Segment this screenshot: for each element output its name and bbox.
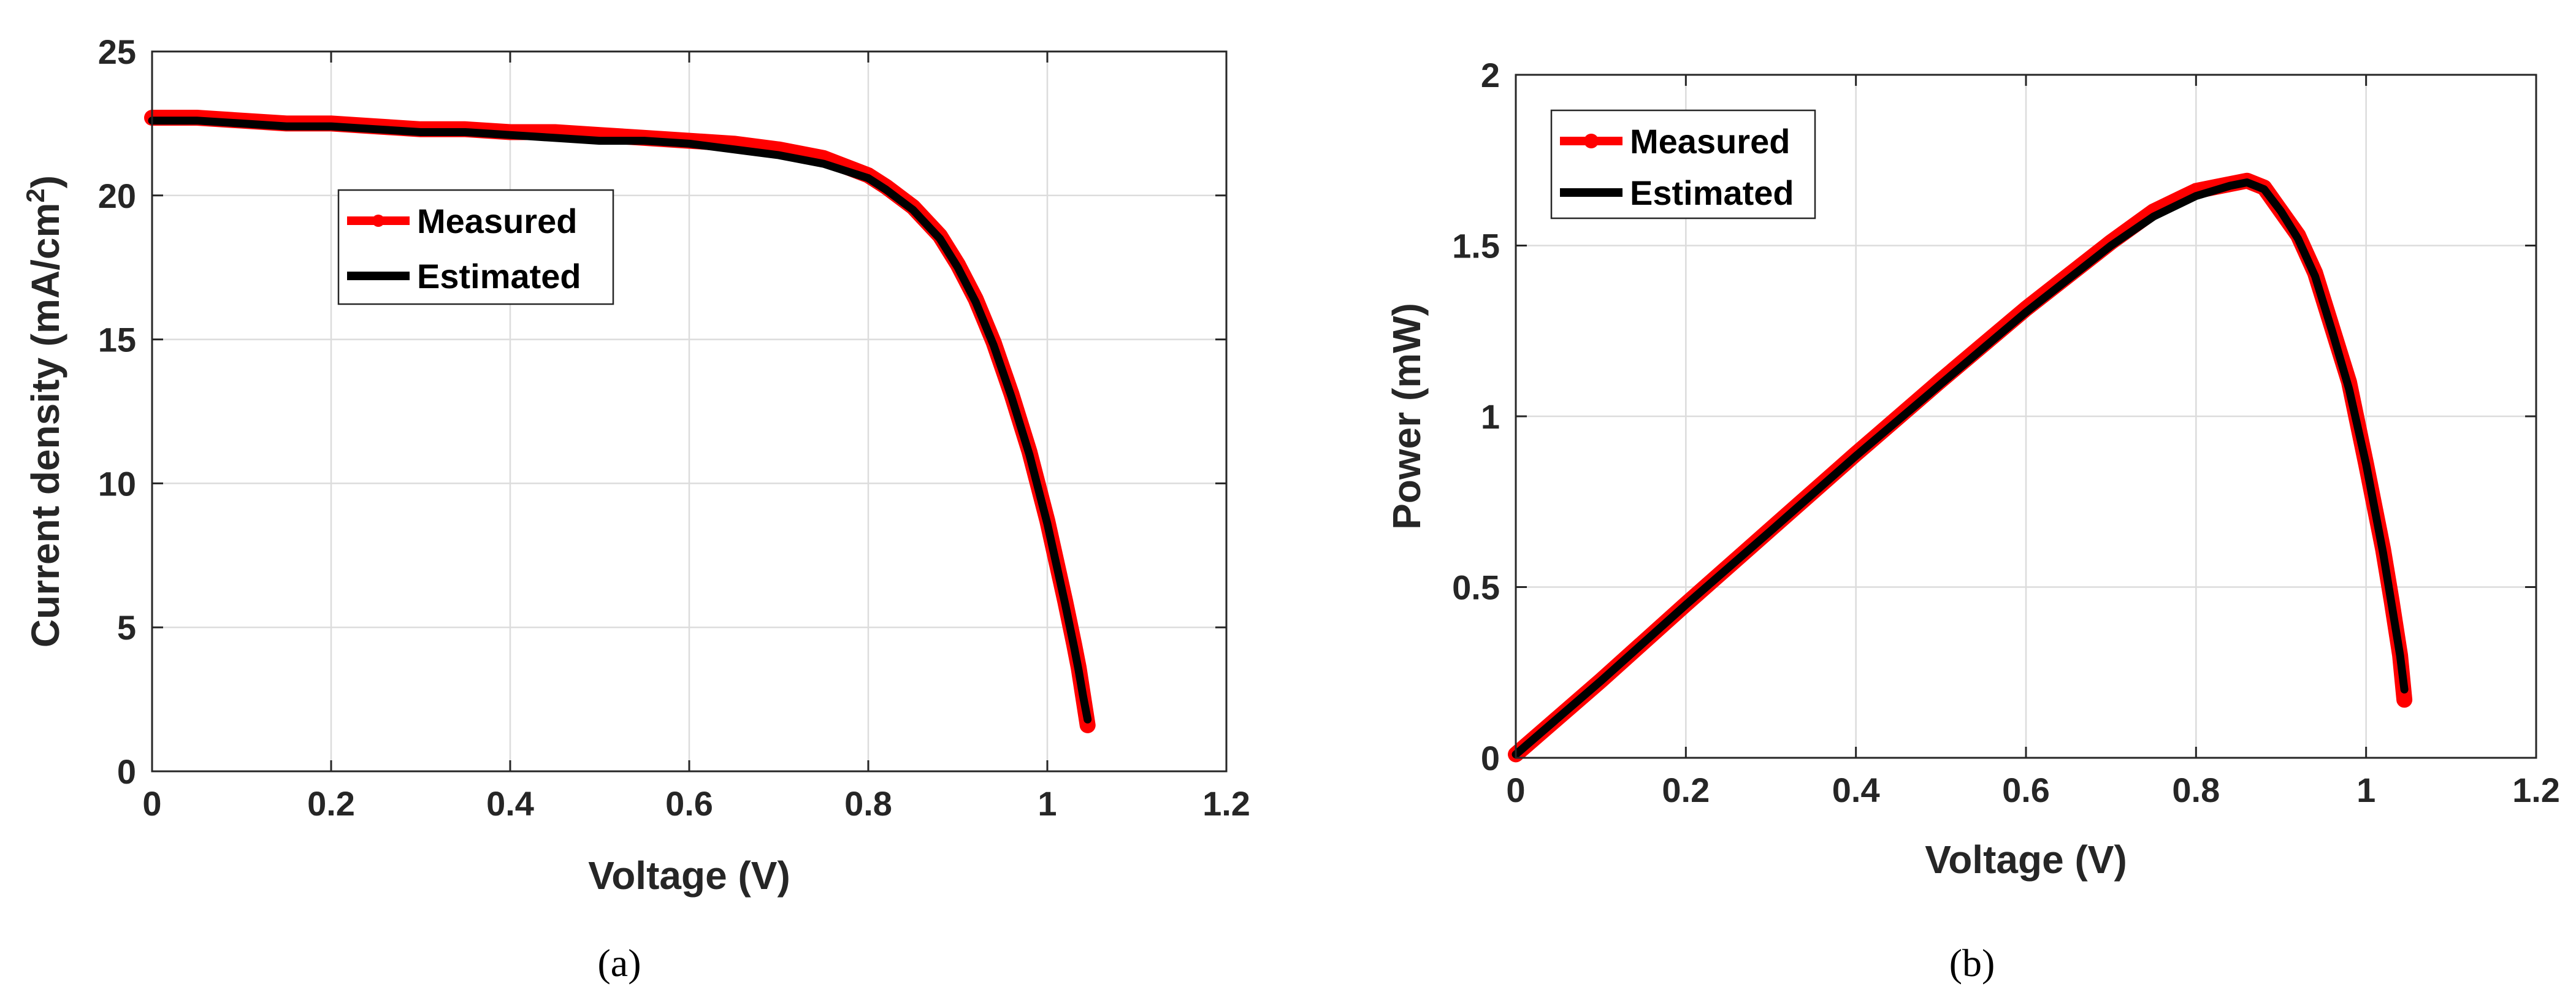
panel-a-legend-estimated-label: Estimated <box>417 257 581 296</box>
panel-b-x-tick-label: 0.6 <box>2002 771 2050 809</box>
panel-a-x-tick-label: 0.2 <box>307 784 355 823</box>
panel-a-legend-box <box>337 189 614 305</box>
panel-a-y-tick-label: 10 <box>98 464 136 503</box>
panel-a-x-tick-label: 0.6 <box>665 784 713 823</box>
panel-a-y-axis-label-main: Current density (mA/cm <box>23 203 67 647</box>
panel-b-x-tick-label: 0 <box>1506 771 1525 809</box>
panel-a-y-tick-label: 20 <box>98 177 136 215</box>
panel-a-x-tick-label: 1.2 <box>1202 784 1250 823</box>
panel-b-legend-measured-marker <box>1584 134 1599 148</box>
panel-a-series <box>144 110 1096 733</box>
panel-b-y-tick-label: 2 <box>1481 56 1500 94</box>
panel-b-x-tick-label: 1 <box>2356 771 2375 809</box>
panel-b-y-tick-label: 1.5 <box>1452 227 1500 265</box>
panel-a-y-tick-label: 15 <box>98 321 136 359</box>
panel-a-legend: Measured Estimated <box>337 189 614 305</box>
panel-a-y-axis-label: Current density (mA/cm2) <box>21 175 67 647</box>
panel-b-y-tick-label: 1 <box>1481 397 1500 436</box>
panel-a-caption: (a) <box>597 941 641 985</box>
panel-b-legend-measured-label: Measured <box>1630 122 1790 161</box>
panel-a-legend-measured-marker <box>372 215 384 227</box>
panel-a-x-axis-label: Voltage (V) <box>588 853 790 898</box>
panel-b-estimated-line <box>1512 178 2409 758</box>
panel-a-y-axis-label-end: ) <box>23 175 67 188</box>
panel-a-estimated-line <box>148 116 1092 723</box>
panel-a-x-tick-label: 0.4 <box>486 784 534 823</box>
panel-b-legend-box <box>1550 109 1816 219</box>
panel-a-x-tick-label: 0.8 <box>844 784 892 823</box>
panel-b-caption: (b) <box>1949 941 1995 985</box>
panel-b-legend-estimated-label: Estimated <box>1630 174 1794 212</box>
panel-b-x-tick-label: 0.4 <box>1832 771 1880 809</box>
panel-b-ticks: 0 0.2 0.4 0.6 0.8 1 1.2 0 0.5 1 1.5 2 <box>1452 56 2560 809</box>
panel-a-y-tick-label: 25 <box>98 32 136 71</box>
panel-b-x-axis-label: Voltage (V) <box>1925 838 2127 882</box>
panel-b-chart: 0 0.2 0.4 0.6 0.8 1 1.2 0 0.5 1 1.5 2 Voltage (V) P… <box>1385 56 2560 985</box>
panel-a-x-tick-label: 0 <box>142 784 161 823</box>
panel-a-y-tick-label: 0 <box>117 752 136 791</box>
panel-a-legend-measured-label: Measured <box>417 202 577 240</box>
panel-a-x-tick-label: 1 <box>1038 784 1057 823</box>
panel-b-legend: Measured Estimated <box>1550 109 1816 219</box>
panel-b-x-tick-label: 0.8 <box>2172 771 2220 809</box>
panel-a-y-axis-label-superscript: 2 <box>21 188 50 202</box>
panel-b-y-axis-label: Power (mW) <box>1385 303 1429 530</box>
panel-a-ticks: 0 0.2 0.4 0.6 0.8 1 1.2 0 5 10 15 20 25 <box>98 32 1250 823</box>
panel-b-y-tick-label: 0 <box>1481 739 1500 777</box>
panel-a-y-tick-label: 5 <box>117 608 136 647</box>
panel-b-measured-point <box>2398 693 2412 707</box>
panel-b-series <box>1508 172 2413 763</box>
panel-b-x-tick-label: 1.2 <box>2512 771 2560 809</box>
panel-b-x-tick-label: 0.2 <box>1662 771 1710 809</box>
panel-b-y-tick-label: 0.5 <box>1452 568 1500 607</box>
panel-a-measured-point <box>1080 718 1095 732</box>
